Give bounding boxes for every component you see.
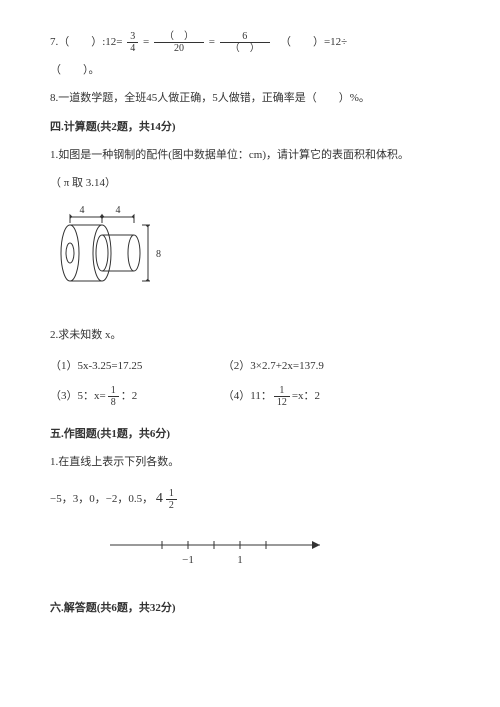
eq-4: （4）11：112=x：2 xyxy=(223,384,320,408)
eq-2: （2）3×2.7+2x=137.9 xyxy=(223,354,324,378)
svg-text:8: 8 xyxy=(156,249,161,260)
section-5-title: 五.作图题(共1题，共6分) xyxy=(50,422,450,446)
svg-text:−1: −1 xyxy=(182,554,194,566)
fraction-3-4: 3 4 xyxy=(127,31,138,54)
fraction-1-8: 18 xyxy=(108,385,119,408)
question-7: 7.（ ）:12= 3 4 = （ ） 20 = 6 （ ） （ ）=12÷ xyxy=(50,30,450,54)
fraction-6-blank: 6 （ ） xyxy=(220,31,270,54)
fraction-blank-20: （ ） 20 xyxy=(154,31,204,54)
eq-row-1: （1）5x-3.25=17.25 （2）3×2.7+2x=137.9 xyxy=(50,354,450,378)
svg-text:1: 1 xyxy=(237,554,243,566)
svg-text:4: 4 xyxy=(80,205,85,216)
mixed-number: 4 1 2 xyxy=(156,484,179,515)
section-6-title: 六.解答题(共6题，共32分) xyxy=(50,596,450,620)
question-8: 8.一道数学题，全班45人做正确，5人做错，正确率是（ ）%。 xyxy=(50,86,450,110)
numbers-text: −5，3，0，−2，0.5， xyxy=(50,493,153,505)
q7-tail: （ ）=12÷ xyxy=(274,36,347,48)
eq-row-2: （3）5：x=18：2 （4）11：112=x：2 xyxy=(50,384,450,408)
pi-note: （ π 取 3.14） xyxy=(50,171,450,195)
s4-q1: 1.如图是一种钢制的配件(图中数据单位：cm)，请计算它的表面积和体积。 xyxy=(50,143,450,167)
s4-q2: 2.求未知数 x。 xyxy=(50,323,450,347)
eq-1: （1）5x-3.25=17.25 xyxy=(50,354,220,378)
section-4-title: 四.计算题(共2题，共14分) xyxy=(50,115,450,139)
s5-q1: 1.在直线上表示下列各数。 xyxy=(50,450,450,474)
eq-sign: = xyxy=(209,36,215,48)
fraction-1-12: 112 xyxy=(274,385,290,408)
svg-text:4: 4 xyxy=(116,205,121,216)
number-list: −5，3，0，−2，0.5， 4 1 2 xyxy=(50,484,450,515)
number-line: −1 1 xyxy=(110,533,450,578)
q7-prefix: 7.（ ）:12= xyxy=(50,36,123,48)
eq-3: （3）5：x=18：2 xyxy=(50,384,220,408)
eq-sign: = xyxy=(143,36,149,48)
cylinder-figure: 4 4 8 xyxy=(42,203,450,307)
q7-tail2: （ ）。 xyxy=(50,58,450,82)
